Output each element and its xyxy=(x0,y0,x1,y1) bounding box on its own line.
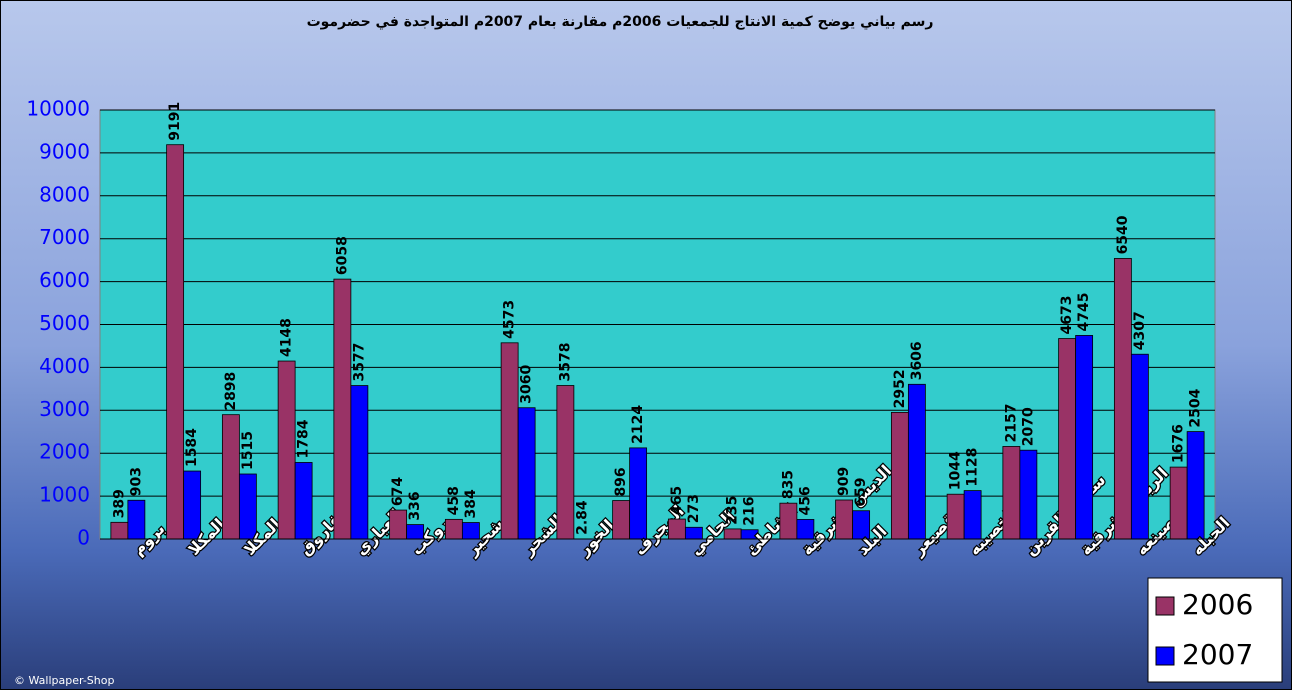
legend-label: 2007 xyxy=(1182,638,1253,671)
bar xyxy=(724,529,741,539)
value-label: 336 xyxy=(407,491,423,520)
value-label: 216 xyxy=(742,496,758,525)
bar xyxy=(1020,450,1037,539)
value-label: 4573 xyxy=(502,300,518,339)
value-label: 4745 xyxy=(1076,292,1092,331)
value-label: 9191 xyxy=(167,102,183,141)
bar xyxy=(1003,446,1020,539)
bar xyxy=(445,519,462,539)
value-label: 1515 xyxy=(240,431,256,470)
value-label: 2504 xyxy=(1188,388,1204,427)
bar xyxy=(1131,354,1148,539)
value-label: 4148 xyxy=(279,318,295,357)
bar xyxy=(278,361,295,539)
bar xyxy=(908,384,925,539)
value-label: 465 xyxy=(669,486,685,515)
value-label: 1584 xyxy=(184,428,200,467)
bar xyxy=(351,386,368,539)
bar xyxy=(501,343,518,539)
bar xyxy=(1187,432,1204,539)
legend-label: 2006 xyxy=(1182,588,1253,621)
value-label: 1784 xyxy=(296,419,312,458)
bar xyxy=(518,408,535,539)
bar xyxy=(630,448,647,539)
value-label: 1044 xyxy=(948,451,964,490)
bar xyxy=(167,145,184,539)
value-label: 235 xyxy=(725,496,741,525)
bar xyxy=(390,510,407,539)
y-tick-label: 6000 xyxy=(39,268,90,292)
value-label: 3578 xyxy=(557,343,573,382)
legend-swatch xyxy=(1156,647,1174,665)
value-label: 674 xyxy=(390,477,406,506)
bar xyxy=(1076,335,1093,539)
value-label: 3577 xyxy=(351,343,367,382)
y-tick-label: 7000 xyxy=(39,225,90,249)
y-tick-label: 2000 xyxy=(39,440,90,464)
bar xyxy=(668,519,685,539)
bar xyxy=(295,462,312,539)
value-label: 835 xyxy=(780,470,796,499)
bar xyxy=(239,474,256,539)
bar xyxy=(891,412,908,539)
value-label: 456 xyxy=(797,486,813,515)
bar xyxy=(222,415,239,539)
y-tick-label: 1000 xyxy=(39,483,90,507)
y-tick-label: 5000 xyxy=(39,311,90,335)
y-tick-label: 10000 xyxy=(26,97,90,121)
bar xyxy=(1059,339,1076,539)
bar xyxy=(1170,467,1187,539)
value-label: 458 xyxy=(446,486,462,515)
bar xyxy=(1114,258,1131,539)
bar xyxy=(184,471,201,539)
value-label: 6540 xyxy=(1115,215,1131,254)
value-label: 1676 xyxy=(1171,424,1187,463)
value-label: 1128 xyxy=(965,448,981,487)
y-tick-label: 3000 xyxy=(39,397,90,421)
value-label: 389 xyxy=(111,489,127,518)
y-tick-label: 4000 xyxy=(39,354,90,378)
y-tick-label: 0 xyxy=(77,526,90,550)
value-label: 909 xyxy=(836,467,852,496)
value-label: 4307 xyxy=(1132,311,1148,350)
value-label: 2.84 xyxy=(574,500,590,535)
y-tick-label: 9000 xyxy=(39,139,90,163)
chart-title: رسم بياني يوضح كمية الانتاج للجمعيات 200… xyxy=(307,14,934,30)
value-label: 2898 xyxy=(223,372,239,411)
value-label: 2070 xyxy=(1020,407,1036,446)
bar xyxy=(111,522,128,539)
bar xyxy=(557,386,574,539)
bar xyxy=(836,500,853,539)
bar xyxy=(947,494,964,539)
value-label: 3606 xyxy=(909,341,925,380)
bar xyxy=(780,503,797,539)
value-label: 4673 xyxy=(1059,296,1075,335)
value-label: 273 xyxy=(686,494,702,523)
value-label: 2124 xyxy=(630,405,646,444)
value-label: 903 xyxy=(128,467,144,496)
value-label: 659 xyxy=(853,477,869,506)
legend-swatch xyxy=(1156,597,1174,615)
value-label: 896 xyxy=(613,467,629,496)
value-label: 2157 xyxy=(1003,403,1019,442)
value-label: 3060 xyxy=(519,365,535,404)
value-label: 6058 xyxy=(334,236,350,275)
value-label: 2952 xyxy=(892,369,908,408)
watermark: © Wallpaper-Shop xyxy=(14,674,114,687)
bar xyxy=(613,501,630,539)
bar xyxy=(334,279,351,539)
y-tick-label: 8000 xyxy=(39,182,90,206)
value-label: 384 xyxy=(463,489,479,518)
